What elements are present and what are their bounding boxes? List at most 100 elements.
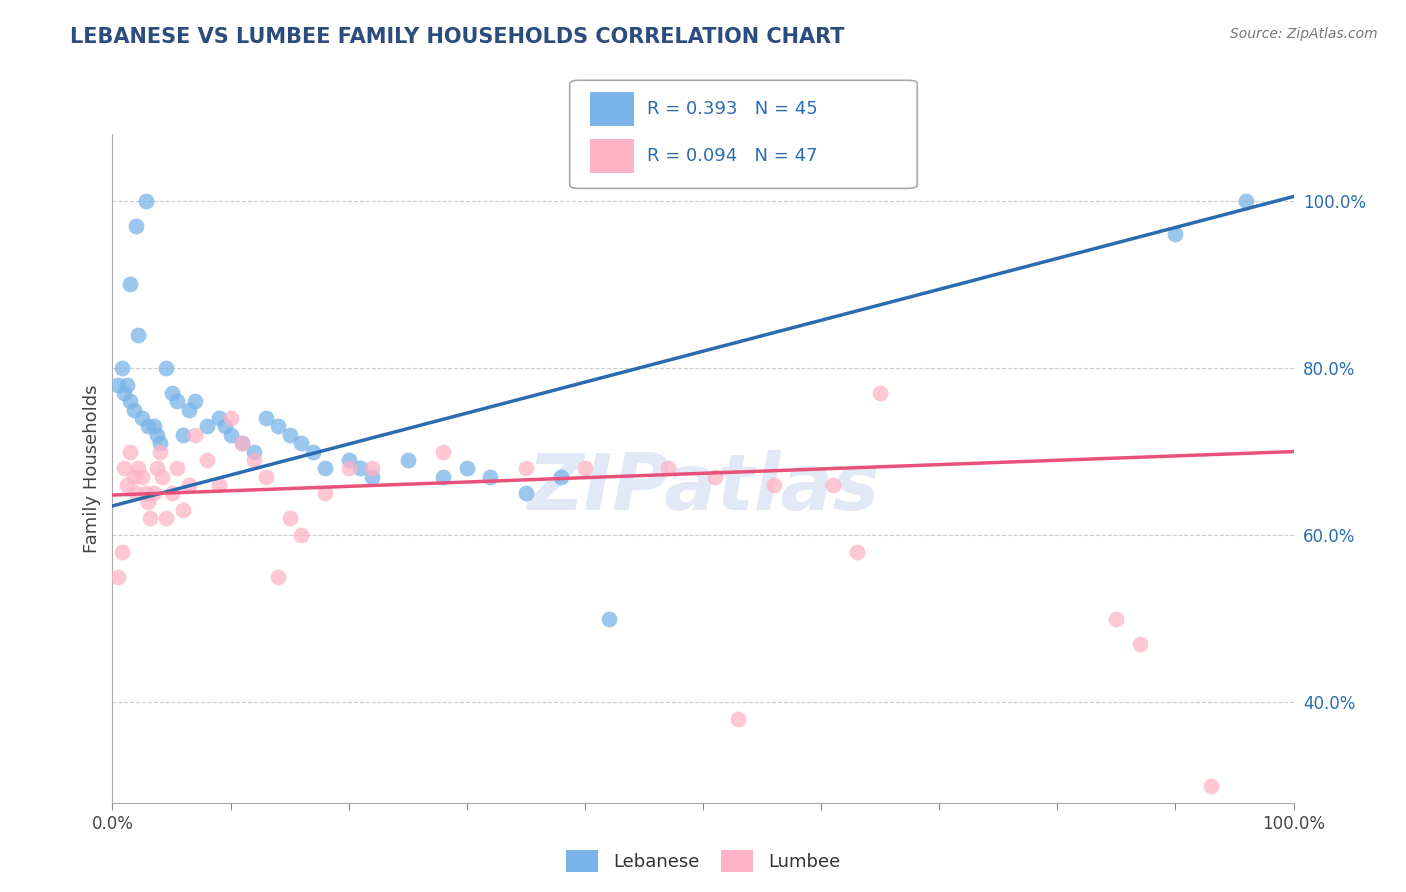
Bar xyxy=(591,92,634,127)
Point xyxy=(219,428,242,442)
Point xyxy=(115,478,138,492)
Point xyxy=(142,419,165,434)
Point xyxy=(361,469,384,483)
Point xyxy=(125,486,148,500)
Point xyxy=(122,469,145,483)
Point xyxy=(479,469,502,483)
Point xyxy=(135,194,157,208)
Point xyxy=(515,486,537,500)
Point xyxy=(112,461,135,475)
Point xyxy=(155,361,177,376)
Point xyxy=(166,394,188,409)
Point xyxy=(149,436,172,450)
Point xyxy=(131,411,153,425)
Point xyxy=(657,461,679,475)
Point xyxy=(1105,612,1128,626)
Point xyxy=(231,436,253,450)
Point xyxy=(290,528,312,542)
Point xyxy=(432,444,454,458)
Text: R = 0.393   N = 45: R = 0.393 N = 45 xyxy=(647,100,818,118)
Point xyxy=(107,570,129,584)
Point xyxy=(278,428,301,442)
Point xyxy=(120,444,142,458)
Point xyxy=(149,444,172,458)
Point xyxy=(150,469,173,483)
Point xyxy=(172,503,194,517)
Legend: Lebanese, Lumbee: Lebanese, Lumbee xyxy=(557,840,849,880)
Point xyxy=(314,486,336,500)
Point xyxy=(243,453,266,467)
Point xyxy=(869,386,891,401)
Point xyxy=(125,219,148,233)
Point xyxy=(1164,227,1187,242)
Point xyxy=(160,386,183,401)
Point xyxy=(120,277,142,292)
Point xyxy=(179,478,201,492)
Point xyxy=(142,486,165,500)
Point xyxy=(1129,637,1152,651)
Point xyxy=(122,402,145,417)
Point xyxy=(136,419,159,434)
Bar xyxy=(591,139,634,173)
Point xyxy=(136,494,159,508)
Point xyxy=(727,712,749,726)
Point xyxy=(146,428,169,442)
Point xyxy=(278,511,301,525)
Text: R = 0.094   N = 47: R = 0.094 N = 47 xyxy=(647,147,818,165)
Point xyxy=(111,545,134,559)
Point xyxy=(166,461,188,475)
Point xyxy=(219,411,242,425)
Point xyxy=(195,419,218,434)
Point xyxy=(139,511,162,525)
Point xyxy=(254,469,277,483)
Point xyxy=(550,469,572,483)
Point xyxy=(314,461,336,475)
Point xyxy=(396,453,419,467)
Point xyxy=(179,402,201,417)
Point xyxy=(254,411,277,425)
Point xyxy=(112,386,135,401)
Point xyxy=(111,361,134,376)
Point xyxy=(349,461,371,475)
Point xyxy=(214,419,236,434)
Point xyxy=(1199,779,1222,793)
Point xyxy=(456,461,478,475)
Point xyxy=(432,469,454,483)
Point xyxy=(184,394,207,409)
Text: ZIPatlas: ZIPatlas xyxy=(527,450,879,526)
Point xyxy=(184,428,207,442)
Point xyxy=(361,461,384,475)
Point xyxy=(574,461,596,475)
Point xyxy=(131,469,153,483)
Point xyxy=(1234,194,1257,208)
Point xyxy=(208,411,231,425)
Text: LEBANESE VS LUMBEE FAMILY HOUSEHOLDS CORRELATION CHART: LEBANESE VS LUMBEE FAMILY HOUSEHOLDS COR… xyxy=(70,27,845,46)
Point xyxy=(267,570,290,584)
Point xyxy=(231,436,253,450)
Point xyxy=(290,436,312,450)
Point xyxy=(302,444,325,458)
Point xyxy=(146,461,169,475)
Point xyxy=(337,461,360,475)
Point xyxy=(195,453,218,467)
Point xyxy=(115,377,138,392)
Point xyxy=(703,469,725,483)
Point xyxy=(208,478,231,492)
Y-axis label: Family Households: Family Households xyxy=(83,384,101,552)
Point xyxy=(172,428,194,442)
Point xyxy=(107,377,129,392)
Point xyxy=(127,461,149,475)
Point xyxy=(127,327,149,342)
Point xyxy=(845,545,868,559)
Point xyxy=(160,486,183,500)
Text: Source: ZipAtlas.com: Source: ZipAtlas.com xyxy=(1230,27,1378,41)
Point xyxy=(155,511,177,525)
Point xyxy=(598,612,620,626)
Point xyxy=(120,394,142,409)
Point xyxy=(821,478,844,492)
Point xyxy=(135,486,157,500)
Point xyxy=(243,444,266,458)
FancyBboxPatch shape xyxy=(569,80,917,188)
Point xyxy=(762,478,785,492)
Point xyxy=(267,419,290,434)
